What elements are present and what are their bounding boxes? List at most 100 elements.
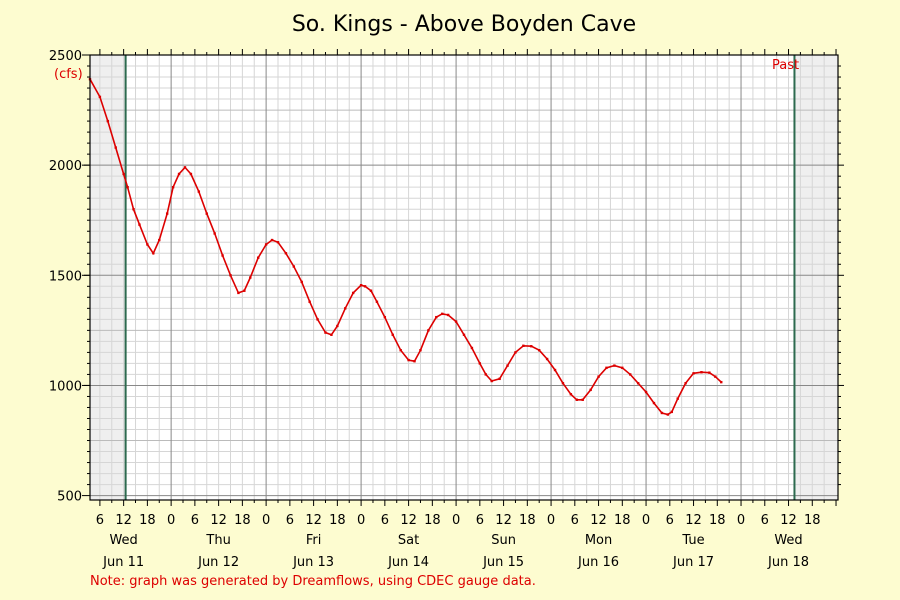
flow-data-point — [714, 375, 717, 378]
shaded-region — [794, 55, 838, 500]
past-label: Past — [772, 58, 800, 73]
flow-data-point — [221, 254, 224, 257]
x-tick-label: 6 — [476, 513, 484, 528]
y-tick-label: 2500 — [49, 49, 82, 64]
x-tick-label: 18 — [519, 513, 536, 528]
day-label: Fri — [306, 533, 322, 548]
date-label: Jun 16 — [577, 555, 619, 570]
date-label: Jun 13 — [292, 555, 334, 570]
x-tick-label: 0 — [452, 513, 460, 528]
flow-data-point — [589, 388, 592, 392]
flow-data-point — [98, 95, 102, 99]
day-label: Wed — [774, 533, 802, 548]
shaded-regions — [90, 55, 838, 500]
day-label: Tue — [681, 533, 704, 548]
flow-data-point — [114, 146, 117, 149]
date-label: Jun 18 — [767, 555, 809, 570]
unit-label: (cfs) — [54, 67, 83, 82]
x-tick-label: 12 — [115, 513, 132, 528]
x-tick-label: 6 — [666, 513, 674, 528]
date-label: Jun 12 — [197, 555, 239, 570]
flow-data-point — [569, 393, 573, 396]
flow-data-point — [454, 320, 458, 323]
flow-data-point — [419, 348, 422, 352]
flow-data-point — [575, 398, 578, 401]
y-tick-label: 1000 — [49, 379, 82, 394]
x-tick-label: 6 — [191, 513, 199, 528]
flow-data-point — [676, 397, 679, 400]
grid — [90, 55, 838, 500]
x-tick-label: 18 — [709, 513, 726, 528]
x-tick-label: 6 — [381, 513, 389, 528]
x-tick-label: 6 — [286, 513, 294, 528]
flow-data-point — [391, 333, 394, 336]
x-tick-label: 12 — [495, 513, 512, 528]
day-label: Wed — [109, 533, 137, 548]
footnote: Note: graph was generated by Dreamflows,… — [90, 574, 536, 589]
x-tick-label: 18 — [614, 513, 631, 528]
flow-data-point — [490, 379, 493, 383]
x-tick-label: 12 — [210, 513, 227, 528]
flow-data-point — [484, 373, 487, 376]
day-label: Sun — [491, 533, 516, 548]
flow-data-point — [478, 362, 482, 365]
flow-data-point — [300, 280, 303, 284]
x-tick-label: 6 — [571, 513, 579, 528]
flow-data-point — [189, 172, 193, 176]
flow-data-point — [336, 324, 339, 328]
flow-data-point — [581, 398, 584, 401]
flow-data-point — [138, 223, 141, 226]
flow-data-point — [359, 284, 363, 287]
x-tick-label: 12 — [685, 513, 702, 528]
flow-data-point — [213, 232, 216, 235]
flow-data-point — [165, 212, 169, 215]
x-tick-label: 0 — [167, 513, 175, 528]
flow-data-point — [183, 166, 187, 169]
flow-data-point — [545, 357, 549, 361]
flow-data-point — [351, 291, 355, 295]
flow-data-point — [122, 172, 125, 176]
flow-data-point — [498, 377, 501, 381]
flow-data-point — [636, 382, 640, 385]
flow-data-point — [605, 366, 608, 370]
flow-data-point — [670, 410, 673, 414]
flow-data-point — [597, 375, 600, 378]
flow-data-point — [126, 185, 129, 189]
x-tick-label: 0 — [737, 513, 745, 528]
flow-data-point — [553, 368, 557, 372]
x-tick-label: 18 — [234, 513, 251, 528]
flow-data-point — [660, 411, 664, 415]
flow-data-point — [276, 241, 280, 244]
date-label: Jun 15 — [482, 555, 524, 570]
y-tick-label: 2000 — [49, 159, 82, 174]
x-tick-label: 0 — [642, 513, 650, 528]
plot-border — [89, 54, 839, 501]
flow-data-point — [399, 348, 402, 352]
flow-data-point — [270, 238, 274, 242]
x-tick-label: 18 — [329, 513, 346, 528]
flow-data-point — [243, 289, 246, 292]
date-label: Jun 14 — [387, 555, 429, 570]
x-tick-label: 12 — [590, 513, 607, 528]
flow-data-point — [427, 329, 430, 332]
flow-data-point — [197, 190, 201, 193]
flow-data-point — [205, 212, 208, 215]
flow-data-point — [561, 382, 565, 385]
flow-data-point — [441, 312, 444, 316]
flow-data-point — [666, 413, 670, 416]
flow-data-point — [621, 366, 624, 370]
flow-data-point — [530, 345, 533, 348]
flow-data-point — [158, 238, 161, 242]
boundary-lines — [124, 55, 796, 500]
flow-data-point — [369, 289, 373, 292]
chart-title: So. Kings - Above Boyden Cave — [291, 12, 637, 37]
flow-data-point — [229, 274, 232, 277]
flow-data-point — [446, 313, 450, 317]
flow-data-point — [284, 252, 288, 255]
x-tick-label: 6 — [761, 513, 769, 528]
flow-data-point — [344, 307, 347, 310]
flow-data-point — [708, 371, 711, 374]
flow-data-point — [644, 390, 648, 394]
flow-data-point — [324, 331, 327, 334]
